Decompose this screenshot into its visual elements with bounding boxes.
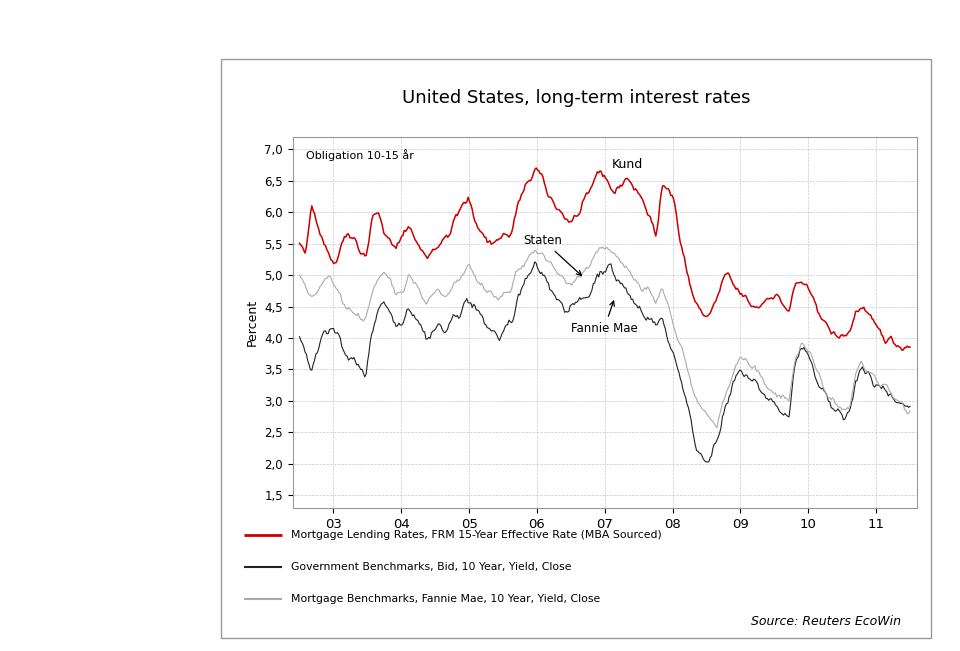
- Text: Kund: Kund: [612, 158, 643, 171]
- Text: Government Benchmarks, Bid, 10 Year, Yield, Close: Government Benchmarks, Bid, 10 Year, Yie…: [291, 562, 571, 572]
- Text: Konjunktur: Konjunktur: [21, 14, 172, 42]
- Text: Staten: Staten: [523, 234, 582, 275]
- Y-axis label: Percent: Percent: [246, 299, 259, 346]
- Text: Obligation 10-15 år: Obligation 10-15 år: [306, 149, 415, 161]
- Text: Fannie Mae: Fannie Mae: [571, 301, 637, 335]
- Text: United States, long-term interest rates: United States, long-term interest rates: [401, 89, 751, 107]
- Text: Mortgage Benchmarks, Fannie Mae, 10 Year, Yield, Close: Mortgage Benchmarks, Fannie Mae, 10 Year…: [291, 594, 600, 603]
- Text: Mortgage Lending Rates, FRM 15-Year Effective Rate (MBA Sourced): Mortgage Lending Rates, FRM 15-Year Effe…: [291, 531, 661, 540]
- Text: Source: Reuters EcoWin: Source: Reuters EcoWin: [751, 615, 900, 628]
